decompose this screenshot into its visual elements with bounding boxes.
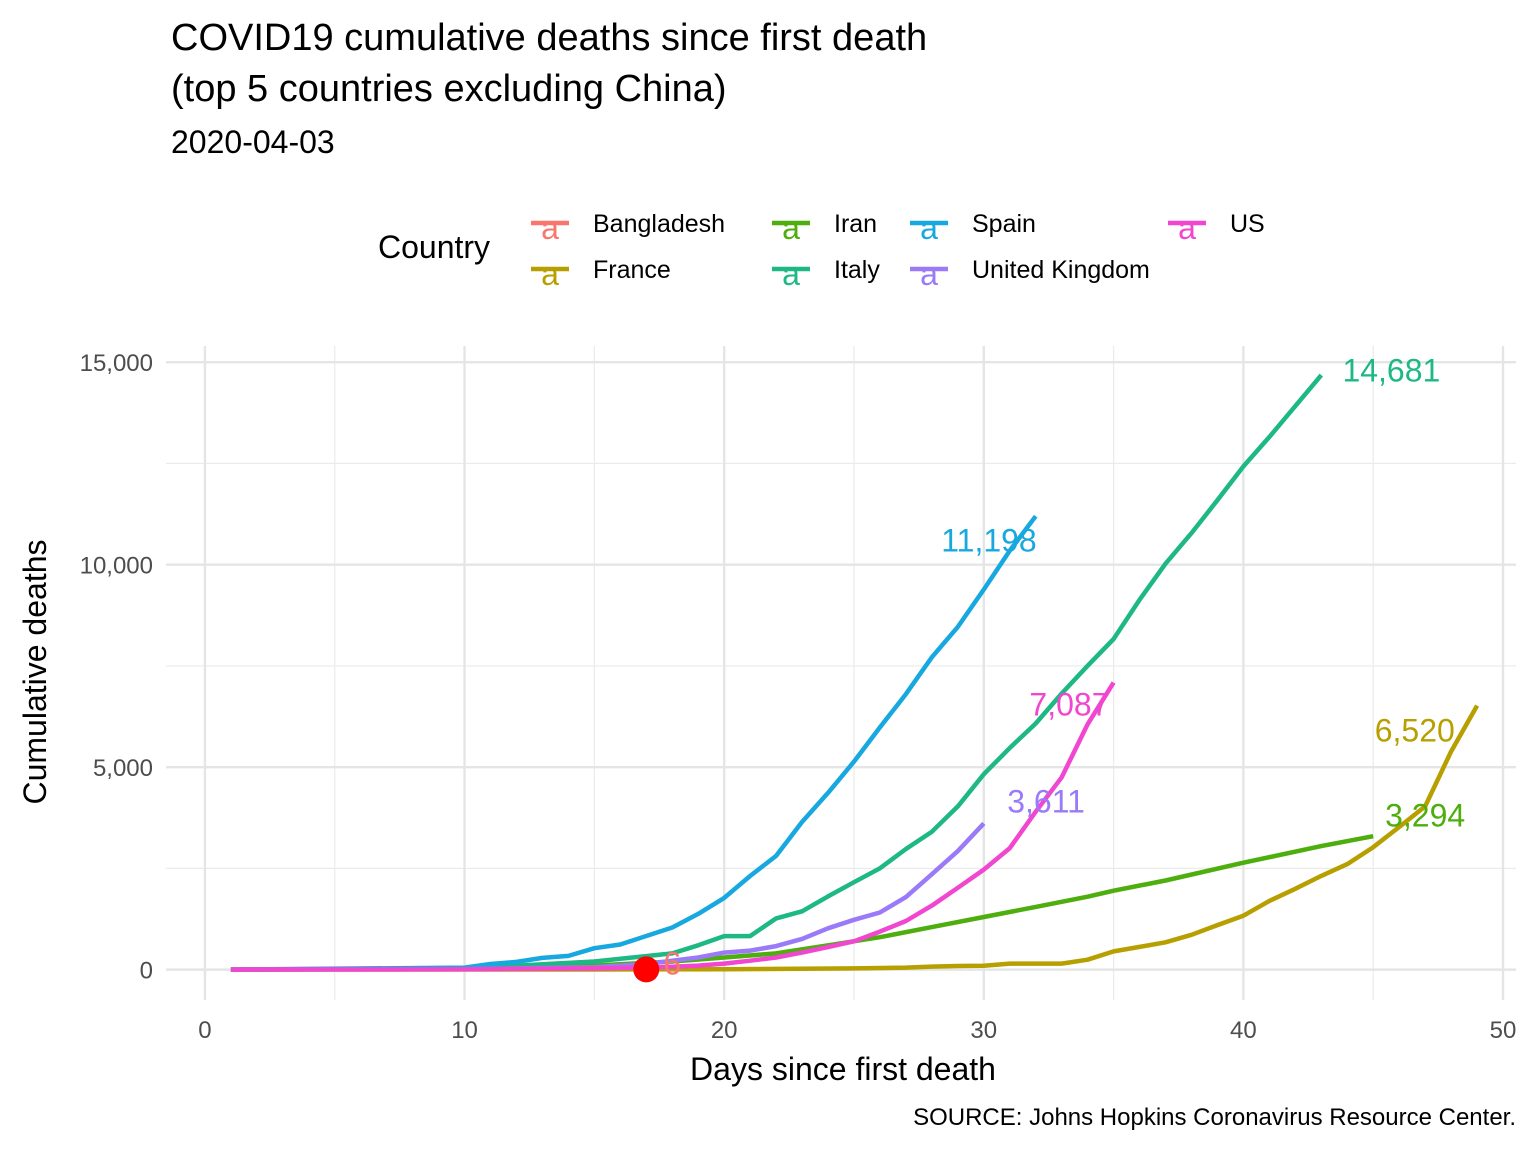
end-label-spain: 11,198	[941, 522, 1037, 558]
series-line-spain	[230, 514, 1038, 972]
series-line-italy	[230, 373, 1324, 972]
end-label-bangladesh: 6	[663, 946, 681, 982]
legend-item-italy: a Italy	[772, 256, 880, 292]
legend-item-united-kingdom: a United Kingdom	[910, 256, 1150, 292]
legend-label: France	[593, 256, 671, 284]
source-caption: SOURCE: Johns Hopkins Coronavirus Resour…	[913, 1104, 1516, 1131]
legend-item-spain: a Spain	[910, 210, 1036, 246]
legend-label: Italy	[834, 256, 880, 284]
legend-key-glyph: a	[920, 256, 938, 292]
legend-label: US	[1230, 210, 1265, 238]
series-line-united-kingdom	[230, 821, 986, 972]
y-tick-label: 5,000	[93, 755, 153, 782]
legend-item-bangladesh: a Bangladesh	[531, 210, 725, 246]
chart-title-line2: (top 5 countries excluding China)	[171, 68, 727, 110]
legend-title: Country	[378, 229, 490, 265]
end-label-italy: 14,681	[1342, 352, 1440, 388]
legend: Country a Bangladesh a France a Iran a Italy a Spa…	[378, 210, 1265, 292]
x-tick-label: 40	[1230, 1017, 1257, 1044]
x-tick-label: 0	[198, 1017, 211, 1044]
legend-key-glyph: a	[541, 210, 559, 246]
legend-key-glyph: a	[782, 256, 800, 292]
x-tick-label: 50	[1490, 1017, 1517, 1044]
end-label-united-kingdom: 3,611	[1007, 784, 1085, 820]
chart-title-line1: COVID19 cumulative deaths since first de…	[171, 17, 927, 59]
y-axis-ticks: 0 5,000 10,000 15,000	[80, 350, 153, 984]
series-line-france	[230, 704, 1480, 972]
plot-grid	[166, 346, 1516, 1000]
legend-label: Iran	[834, 210, 877, 238]
legend-key-glyph: a	[920, 210, 938, 246]
end-labels: 6,520 3,294 14,681 11,198 3,611 7,087 6	[663, 352, 1465, 981]
x-tick-label: 30	[970, 1017, 997, 1044]
series-line-iran	[230, 833, 1374, 972]
series-line-us	[230, 681, 1116, 972]
plot-series	[230, 373, 1480, 983]
y-tick-label: 0	[140, 958, 153, 985]
legend-label: Bangladesh	[593, 210, 725, 238]
legend-item-france: a France	[531, 256, 671, 292]
end-label-us: 7,087	[1029, 686, 1109, 722]
legend-item-iran: a Iran	[772, 210, 877, 246]
chart-subtitle: 2020-04-03	[171, 124, 335, 160]
end-label-iran: 3,294	[1385, 798, 1465, 834]
y-tick-label: 15,000	[80, 350, 153, 377]
legend-label: United Kingdom	[972, 256, 1150, 284]
legend-key-glyph: a	[782, 210, 800, 246]
legend-item-us: a US	[1168, 210, 1265, 246]
highlight-point	[633, 956, 660, 983]
x-tick-label: 10	[451, 1017, 478, 1044]
end-label-france: 6,520	[1375, 713, 1455, 749]
x-tick-label: 20	[711, 1017, 738, 1044]
legend-key-glyph: a	[541, 256, 559, 292]
y-axis-title: Cumulative deaths	[17, 539, 53, 804]
x-axis-title: Days since first death	[690, 1051, 996, 1087]
y-tick-label: 10,000	[80, 553, 153, 580]
legend-key-glyph: a	[1178, 210, 1196, 246]
x-axis-ticks: 0 10 20 30 40 50	[198, 1017, 1516, 1044]
legend-label: Spain	[972, 210, 1036, 238]
